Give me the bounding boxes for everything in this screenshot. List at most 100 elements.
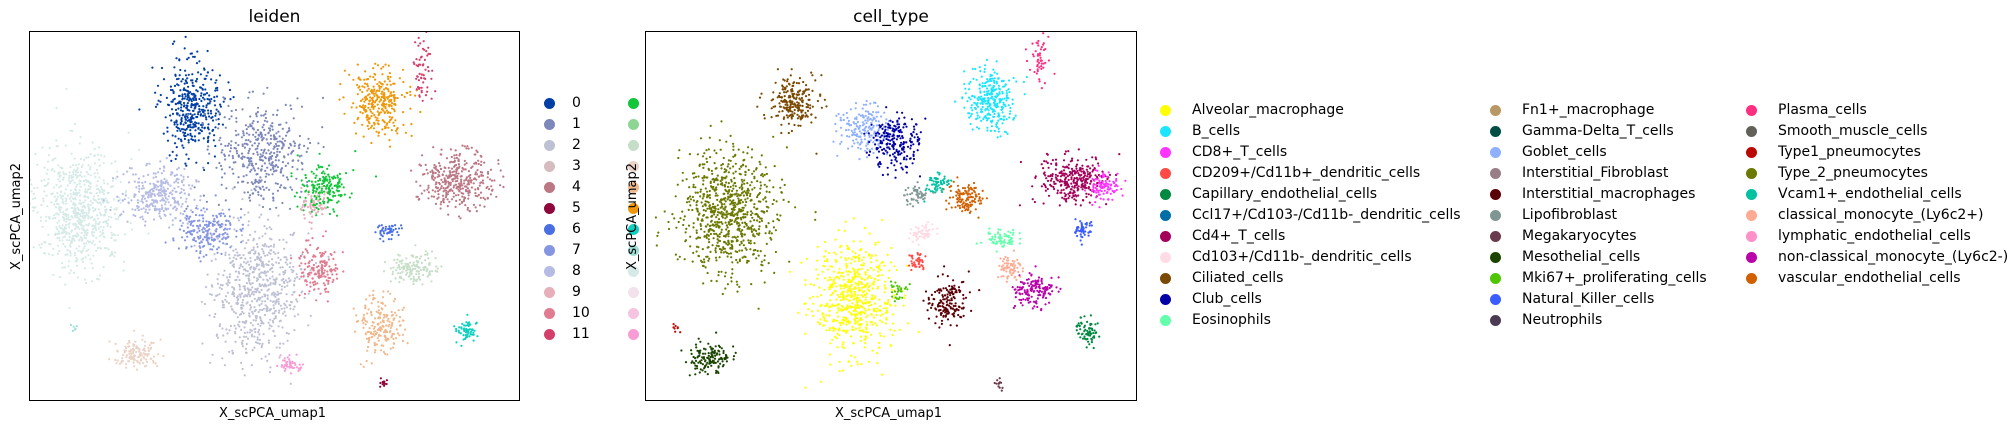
cluster-1 xyxy=(185,86,325,211)
cluster-plasma xyxy=(1024,32,1056,90)
legend-label: Capillary_endothelial_cells xyxy=(1192,186,1378,202)
legend-label: Fn1+_macrophage xyxy=(1522,102,1655,118)
legend-label: Club_cells xyxy=(1192,291,1262,307)
legend-label: 6 xyxy=(572,221,581,237)
cluster-mega xyxy=(993,377,1004,392)
cluster-cd103 xyxy=(908,220,939,246)
legend-marker xyxy=(1490,315,1501,326)
cluster-bg1 xyxy=(30,87,150,309)
legend-label: 10 xyxy=(572,305,590,321)
xlabel-leiden: X_scPCA_umap1 xyxy=(219,406,327,421)
legend-marker xyxy=(628,119,639,130)
cluster-lipo xyxy=(903,181,935,208)
legend-marker xyxy=(1490,231,1501,242)
cluster-type2 xyxy=(654,120,817,310)
legend-marker xyxy=(544,308,555,319)
legend-marker xyxy=(544,287,555,298)
legend-label: 9 xyxy=(572,284,581,300)
cluster-c6 xyxy=(382,244,443,286)
legend-marker xyxy=(628,308,639,319)
legend-marker xyxy=(1490,252,1501,263)
legend-label: Cd103+/Cd11b-_dendritic_cells xyxy=(1192,249,1412,265)
plot-frame-cell-type xyxy=(645,31,1137,401)
legend-label: Interstitial_macrophages xyxy=(1522,186,1696,202)
legend-marker xyxy=(544,203,555,214)
legend-label: Vcam1+_endothelial_cells xyxy=(1778,186,1962,202)
legend-marker xyxy=(1490,273,1501,284)
legend-marker xyxy=(628,140,639,151)
ylabel-leiden: X_scPCA_umap2 xyxy=(9,162,24,270)
legend-marker xyxy=(628,203,639,214)
plot-frame-leiden xyxy=(29,31,520,401)
cluster-classical xyxy=(997,249,1024,283)
cluster-ciliated xyxy=(756,68,828,155)
panel-title-cell-type: cell_type xyxy=(853,7,929,27)
legend-marker xyxy=(1746,231,1757,242)
legend-marker xyxy=(1490,210,1501,221)
legend-marker xyxy=(1746,147,1757,158)
legend-marker xyxy=(1490,168,1501,179)
legend-marker xyxy=(1490,105,1501,116)
legend-label: lymphatic_endothelial_cells xyxy=(1778,228,1971,244)
legend-marker xyxy=(1160,315,1171,326)
legend-marker xyxy=(628,98,639,109)
legend-marker xyxy=(1746,105,1757,116)
cluster-cap xyxy=(1075,314,1101,350)
legend-label: vascular_endothelial_cells xyxy=(1778,270,1961,286)
cluster-8 xyxy=(102,157,206,229)
legend-marker xyxy=(628,161,639,172)
legend-marker xyxy=(1746,189,1757,200)
legend-label: Type_2_pneumocytes xyxy=(1778,165,1928,181)
legend-leiden: 0 1 2 3 4 5 6 7 8 9 10 11 xyxy=(544,94,639,344)
legend-label: 5 xyxy=(572,200,581,216)
cluster-cd8 xyxy=(1083,164,1127,209)
legend-marker xyxy=(628,287,639,298)
cluster-7 xyxy=(164,194,244,263)
cluster-noncl xyxy=(1011,265,1062,312)
legend-label: Eosinophils xyxy=(1192,312,1271,328)
cluster-2 xyxy=(193,185,330,385)
legend-marker xyxy=(628,182,639,193)
legend-label: Lipofibroblast xyxy=(1522,207,1617,223)
legend-marker xyxy=(544,329,555,340)
legend-marker xyxy=(1490,147,1501,158)
cluster-vasc xyxy=(942,176,988,219)
cluster-11 xyxy=(412,32,437,102)
legend-label: B_cells xyxy=(1192,123,1240,139)
legend-marker xyxy=(628,224,639,235)
cluster-cd209 xyxy=(908,251,927,272)
legend-label: Ciliated_cells xyxy=(1192,270,1284,286)
legend-label: Cd4+_T_cells xyxy=(1192,228,1286,244)
cluster-4 xyxy=(410,144,505,220)
legend-marker xyxy=(544,224,555,235)
legend-label: 2 xyxy=(572,137,581,153)
legend-marker xyxy=(544,245,555,256)
legend-marker xyxy=(1160,168,1171,179)
legend-label: CD209+/Cd11b+_dendritic_cells xyxy=(1192,165,1421,181)
legend-label: 8 xyxy=(572,263,581,279)
legend-marker xyxy=(1746,126,1757,137)
cluster-cd4 xyxy=(1018,148,1121,207)
cluster-club xyxy=(863,106,927,179)
legend-label: Mesothelial_cells xyxy=(1522,249,1641,265)
cluster-0 xyxy=(138,35,235,172)
legend-marker xyxy=(1490,189,1501,200)
legend-label: Neutrophils xyxy=(1522,312,1603,328)
legend-label: 11 xyxy=(572,326,590,342)
legend-marker xyxy=(544,266,555,277)
legend-marker xyxy=(1746,210,1757,221)
legend-marker xyxy=(1160,231,1171,242)
legend-marker xyxy=(1160,210,1171,221)
scatter-leiden xyxy=(30,32,505,388)
legend-label: Natural_Killer_cells xyxy=(1522,291,1655,307)
legend-marker xyxy=(628,266,639,277)
cluster-goblet xyxy=(832,99,894,161)
legend-marker xyxy=(1490,126,1501,137)
cluster-interst xyxy=(922,265,981,347)
legend-label: Megakaryocytes xyxy=(1522,228,1637,244)
legend-marker xyxy=(1746,252,1757,263)
legend-marker xyxy=(1160,294,1171,305)
legend-cell-type: Alveolar_macrophage B_cells CD8+_T_cells CD… xyxy=(1160,101,2010,341)
cluster-alveolar xyxy=(789,217,920,389)
cluster-nk xyxy=(1074,218,1093,246)
